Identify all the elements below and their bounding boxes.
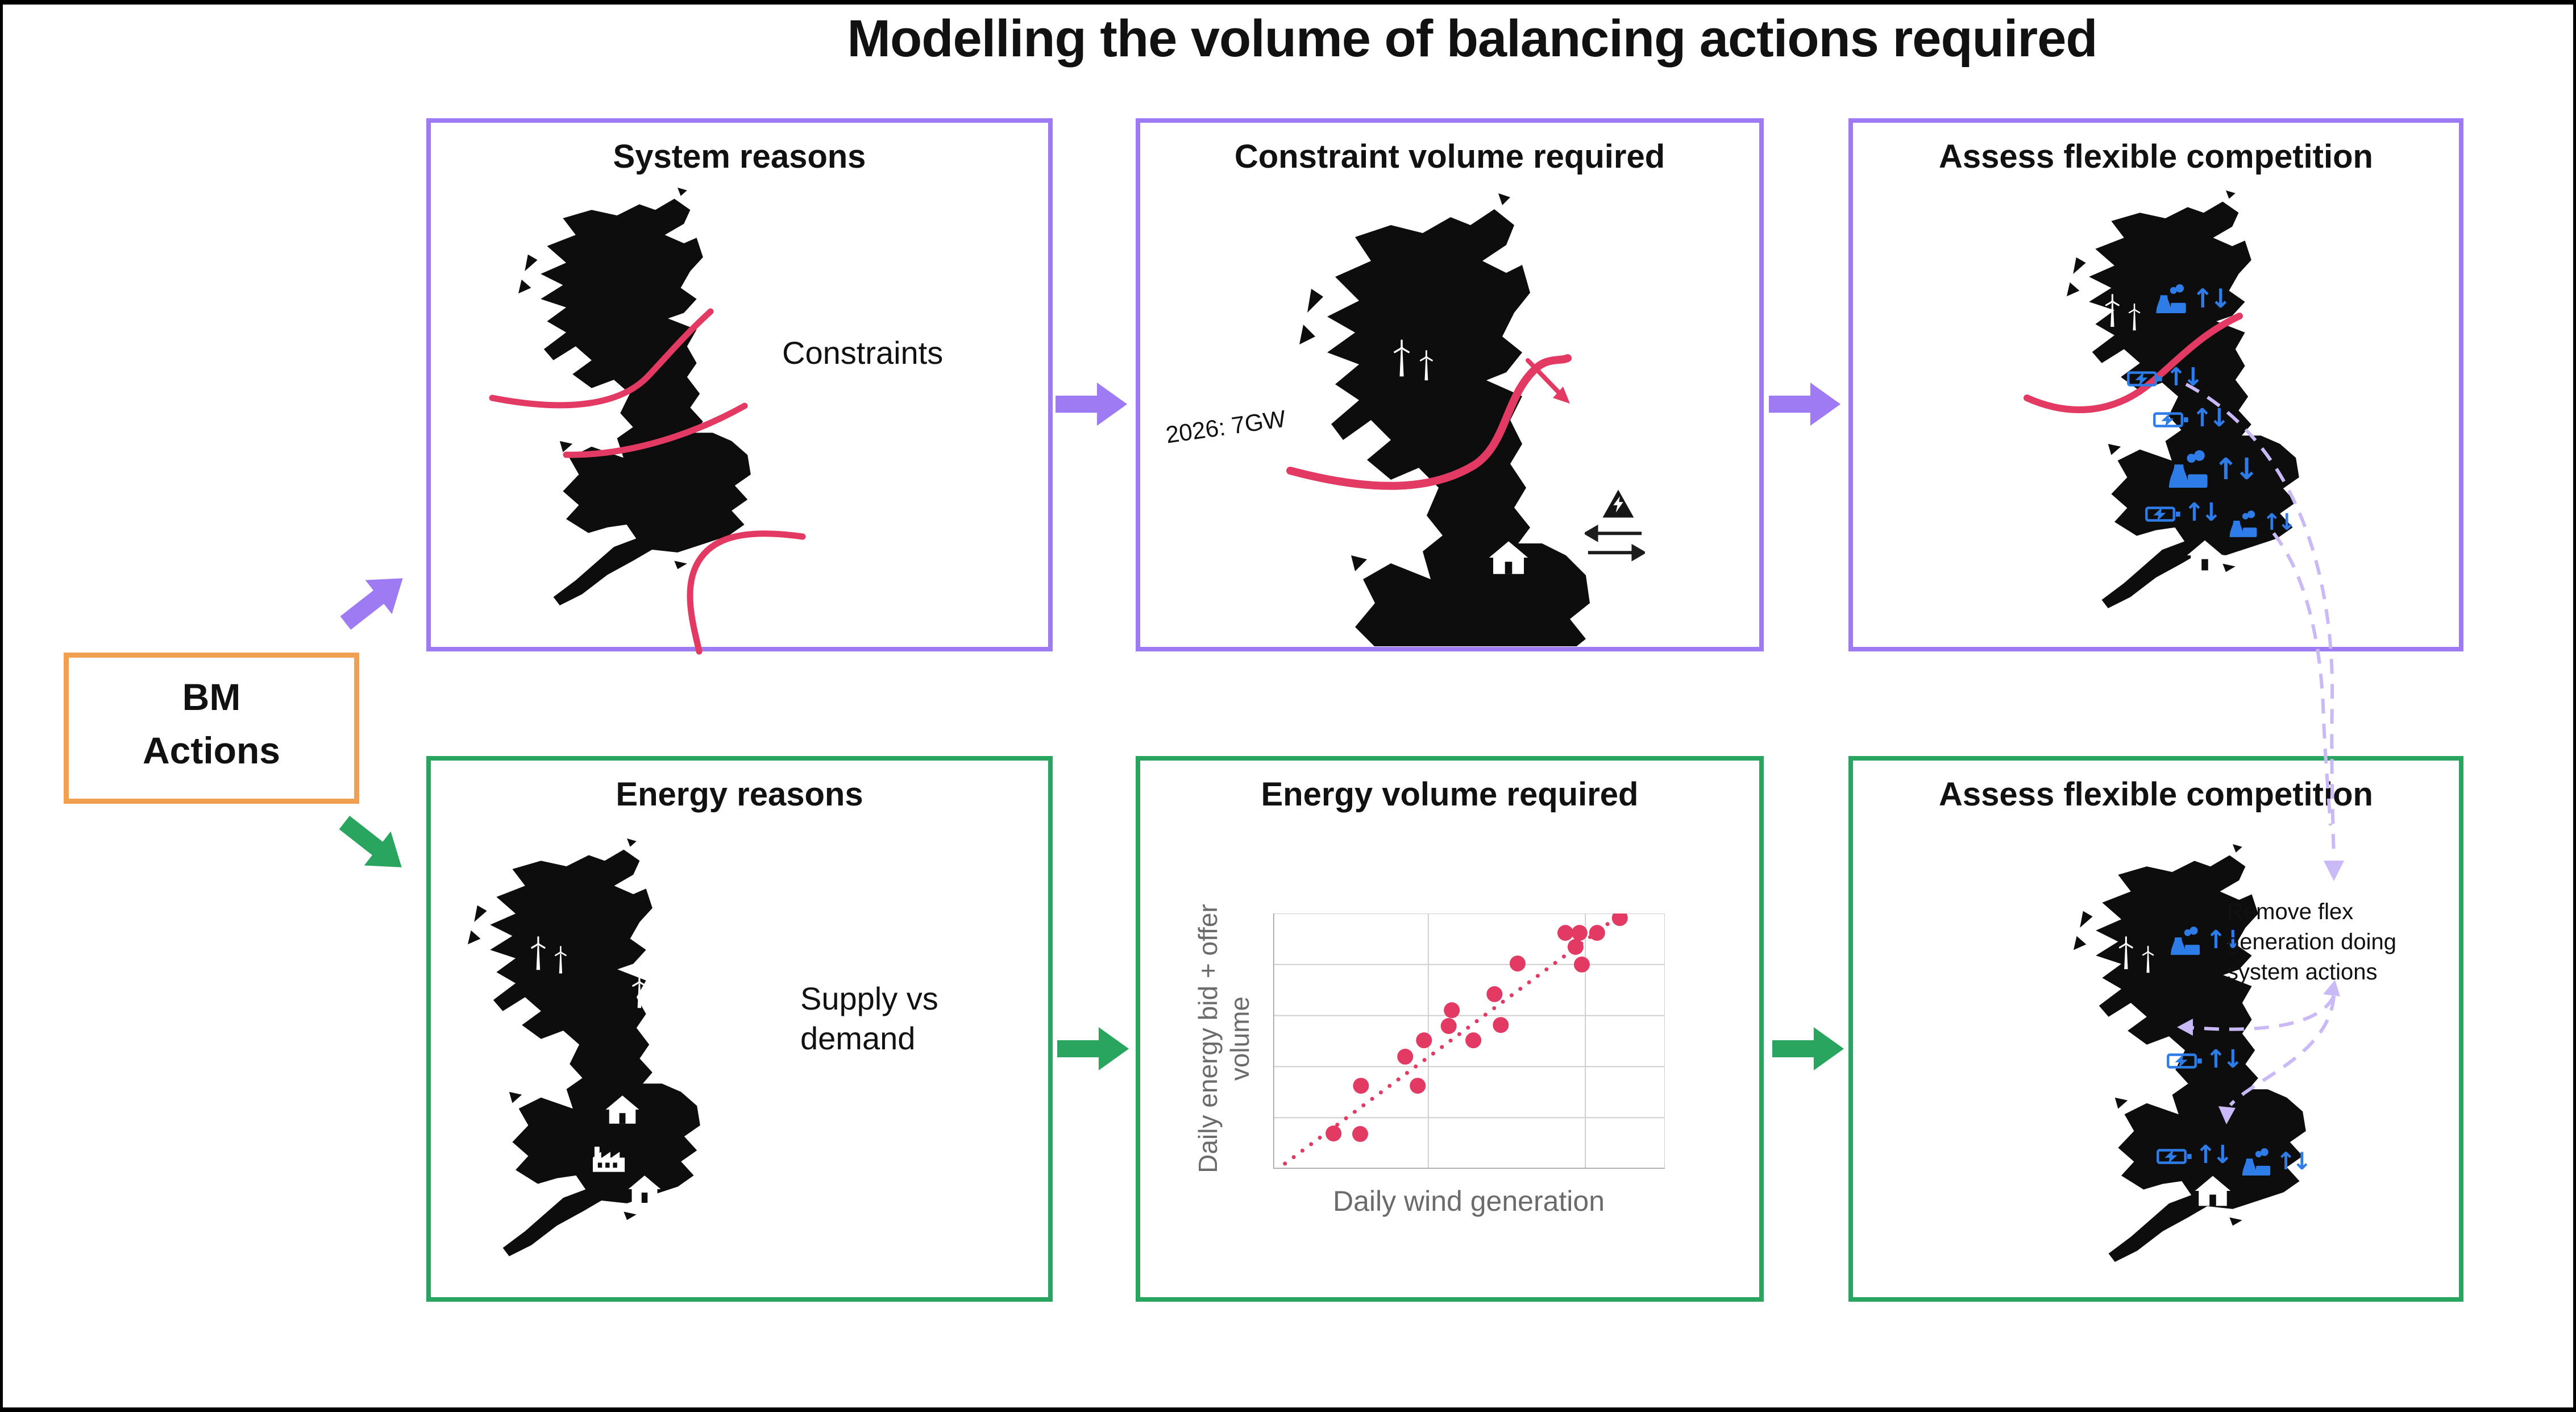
box-title-system-reasons: System reasons xyxy=(613,138,866,175)
uk-map-system-reasons xyxy=(518,188,751,605)
frame-bottom xyxy=(0,1407,2576,1412)
updown-arrows-icon: ↑↓ xyxy=(2205,1045,2243,1074)
battery-icon xyxy=(2145,505,2182,524)
box-energy-reasons: Energy reasons xyxy=(426,756,1053,1302)
swap-arrows-icon xyxy=(1585,524,1645,563)
bm-actions-line2: Actions xyxy=(142,729,281,771)
house-icon xyxy=(628,1174,662,1204)
battery-icon xyxy=(2153,410,2189,429)
power-plant-icon xyxy=(2238,1148,2274,1176)
updown-arrows-icon: ↑↓ xyxy=(2184,498,2222,527)
arrow-volume-to-flex xyxy=(1772,1024,1845,1073)
updown-arrows-icon: ↑↓ xyxy=(2205,925,2243,954)
factory-icon xyxy=(591,1145,626,1172)
wind-turbine-icon xyxy=(629,973,678,1031)
house-icon xyxy=(2194,1174,2232,1207)
house-icon xyxy=(605,1094,640,1125)
page-title: Modelling the volume of balancing action… xyxy=(847,10,2097,68)
warning-bolt-icon xyxy=(1602,489,1635,518)
updown-arrows-icon: ↑↓ xyxy=(2262,509,2296,535)
x-axis-label: Daily wind generation xyxy=(1332,1185,1605,1217)
y-axis-label: Daily energy bid + offer volume xyxy=(1193,904,1254,1173)
arrow-constraint-to-flex xyxy=(1769,380,1842,429)
updown-arrows-icon: ↑↓ xyxy=(2276,1147,2312,1175)
constraints-label: Constraints xyxy=(782,335,944,371)
power-plant-icon xyxy=(2152,284,2189,313)
box-title-energy-reasons: Energy reasons xyxy=(616,776,863,813)
battery-icon xyxy=(2167,1052,2203,1070)
frame-right xyxy=(2573,0,2576,1412)
updown-arrows-icon: ↑↓ xyxy=(2166,363,2204,392)
bm-actions-line1: BM xyxy=(182,676,241,718)
box-title-energy-volume: Energy volume required xyxy=(1261,776,1639,813)
battery-icon xyxy=(2127,369,2163,388)
power-plant-icon xyxy=(2163,450,2212,488)
remove-flex-note: Remove flex generation doing system acti… xyxy=(2227,899,2397,985)
uk-map-constraint-volume-clip xyxy=(1140,123,1750,646)
updown-arrows-icon: ↑↓ xyxy=(2213,452,2259,487)
frame-top xyxy=(0,0,2576,5)
house-icon xyxy=(2186,539,2224,572)
updown-arrows-icon: ↑↓ xyxy=(2192,283,2232,314)
wind-turbine-icon xyxy=(691,1049,740,1107)
wind-turbine-icon xyxy=(527,935,576,993)
power-plant-icon xyxy=(2167,927,2203,955)
updown-arrows-icon: ↑↓ xyxy=(2192,404,2230,433)
wind-turbine-icon xyxy=(2116,935,2163,992)
uk-map-constraint-volume xyxy=(1299,193,1590,646)
house-icon xyxy=(1488,540,1529,575)
arrow-bm-to-system xyxy=(330,558,418,642)
battery-icon xyxy=(2157,1147,2193,1166)
updown-arrows-icon: ↑↓ xyxy=(2195,1140,2233,1169)
box-title-assess-flex-bottom: Assess flexible competition xyxy=(1939,776,2373,813)
frame-left xyxy=(0,0,3,1412)
arrow-system-to-constraint xyxy=(1056,380,1128,429)
scatter-plot xyxy=(1272,910,1665,1170)
wind-turbine-icon xyxy=(1390,338,1444,402)
power-plant-icon xyxy=(2226,510,2260,537)
arrow-energy-to-volume xyxy=(1057,1024,1130,1073)
box-title-assess-flex-top: Assess flexible competition xyxy=(1939,138,2373,175)
arrow-bm-to-energy xyxy=(329,803,417,887)
bm-actions-box: BM Actions xyxy=(64,653,359,804)
box-title-constraint-volume: Constraint volume required xyxy=(1234,138,1665,175)
supply-demand-label: Supply vs demand xyxy=(800,981,938,1056)
wind-turbine-icon xyxy=(2102,293,2150,350)
